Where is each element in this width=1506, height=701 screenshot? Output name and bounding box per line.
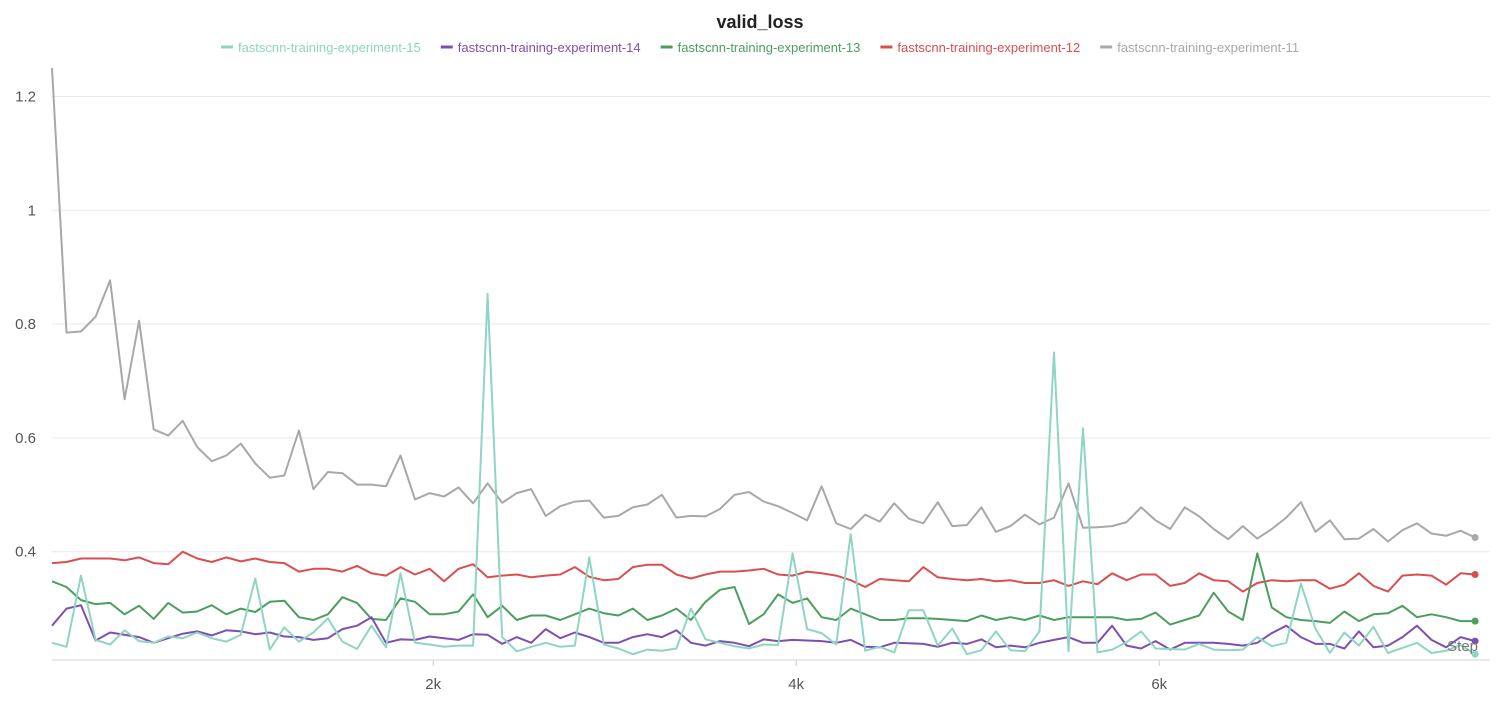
series-line-fastscnn-training-experiment-13 — [51, 552, 1476, 626]
legend-item[interactable]: fastscnn-training-experiment-15 — [220, 40, 421, 55]
legend-item[interactable]: fastscnn-training-experiment-12 — [880, 40, 1080, 55]
y-tick-label: 0.6 — [15, 430, 36, 447]
legend: fastscnn-training-experiment-15 fastscnn-… — [220, 40, 1299, 55]
x-tick-label: 4k — [788, 676, 804, 693]
series-end-dot — [1471, 533, 1479, 541]
series-end-dot — [1471, 637, 1479, 645]
series-line-fastscnn-training-experiment-12 — [51, 550, 1476, 593]
legend-label: fastscnn-training-experiment-13 — [678, 40, 861, 55]
gridlines — [52, 95, 1490, 553]
series-line-fastscnn-training-experiment-15 — [51, 292, 1476, 656]
legend-label: fastscnn-training-experiment-11 — [1117, 40, 1299, 55]
x-tick-label: 6k — [1151, 676, 1167, 693]
y-tick-label: 0.8 — [15, 316, 36, 333]
legend-item[interactable]: fastscnn-training-experiment-11 — [1100, 40, 1299, 55]
series-line-fastscnn-training-experiment-14 — [51, 604, 1476, 651]
chart-title: valid_loss — [716, 12, 803, 32]
legend-label: fastscnn-training-experiment-14 — [458, 40, 641, 55]
y-tick-label: 1.2 — [15, 88, 36, 105]
y-tick-label: 1 — [28, 202, 36, 219]
x-axis-ticks: 2k 4k 6k — [425, 660, 1168, 693]
legend-item[interactable]: fastscnn-training-experiment-13 — [660, 40, 861, 55]
series-end-dot — [1471, 617, 1479, 625]
legend-item[interactable]: fastscnn-training-experiment-14 — [440, 40, 641, 55]
y-tick-label: 0.4 — [15, 544, 36, 561]
series-end-dot — [1471, 570, 1479, 578]
legend-label: fastscnn-training-experiment-12 — [897, 40, 1080, 55]
series-end-markers — [1471, 533, 1479, 658]
series-line-fastscnn-training-experiment-11 — [51, 67, 1476, 543]
legend-label: fastscnn-training-experiment-15 — [238, 40, 421, 55]
y-axis-ticks: 0.4 0.6 0.8 1 1.2 — [15, 88, 36, 560]
x-tick-label: 2k — [425, 676, 441, 693]
series-end-dot — [1471, 650, 1479, 658]
x-axis-label: Step — [1447, 638, 1478, 655]
series-lines — [51, 67, 1476, 656]
